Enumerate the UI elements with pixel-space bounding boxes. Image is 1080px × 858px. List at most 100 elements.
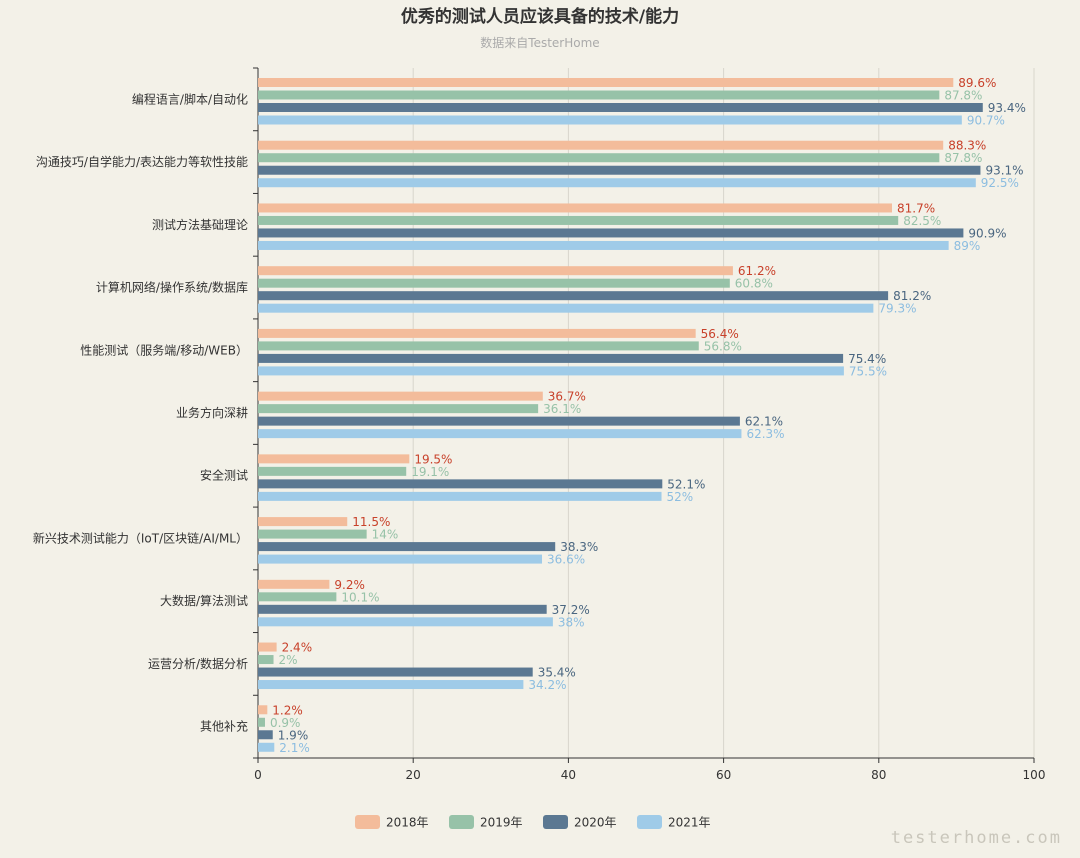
data-label: 14% [372, 528, 399, 542]
bar [258, 404, 539, 414]
x-tick-label: 60 [716, 768, 731, 782]
bar [258, 153, 940, 163]
data-label: 88.3% [948, 139, 986, 153]
bar [258, 203, 892, 213]
bar [258, 717, 265, 727]
bar [258, 303, 874, 313]
bar [258, 215, 899, 225]
bar [258, 140, 944, 150]
bar [258, 90, 940, 100]
bar [258, 529, 367, 539]
data-label: 11.5% [352, 515, 390, 529]
category-label: 其他补充 [200, 719, 248, 734]
bar [258, 266, 733, 276]
category-label: 安全测试 [200, 468, 248, 483]
bar [258, 454, 410, 464]
data-label: 56.4% [701, 327, 739, 341]
data-label: 2.1% [279, 741, 310, 755]
bar [258, 466, 407, 476]
bar [258, 554, 543, 564]
data-label: 52.1% [667, 477, 705, 491]
bar [258, 730, 273, 740]
data-label: 93.4% [988, 101, 1026, 115]
data-label: 81.2% [893, 289, 931, 303]
data-label: 36.1% [543, 402, 581, 416]
data-label: 89% [954, 239, 981, 253]
data-label: 19.1% [411, 465, 449, 479]
bar [258, 655, 274, 665]
bar [258, 240, 949, 250]
data-label: 1.9% [278, 728, 309, 742]
legend-swatch [355, 815, 380, 829]
bar [258, 617, 553, 627]
data-label: 52% [667, 490, 694, 504]
chart-subtitle: 数据来自TesterHome [480, 35, 599, 50]
category-label: 新兴技术测试能力（IoT/区块链/AI/ML） [33, 530, 248, 545]
category-label: 性能测试（服务端/移动/WEB） [80, 342, 248, 357]
data-label: 10.1% [341, 590, 379, 604]
watermark: testerhome.com [890, 828, 1062, 848]
bar [258, 103, 983, 112]
data-label: 34.2% [528, 678, 566, 692]
legend-swatch [449, 815, 474, 829]
x-tick-label: 40 [561, 768, 576, 782]
bar [258, 115, 962, 125]
bar [258, 592, 337, 602]
data-label: 2% [279, 653, 298, 667]
data-label: 79.3% [878, 302, 916, 316]
category-label: 运营分析/数据分析 [148, 656, 248, 671]
bar [258, 178, 976, 188]
x-tick-label: 80 [871, 768, 886, 782]
chart-title: 优秀的测试人员应该具备的技术/能力 [401, 6, 679, 27]
data-label: 81.7% [897, 201, 935, 215]
data-label: 38.3% [560, 540, 598, 554]
bar [258, 78, 954, 87]
bar [258, 416, 740, 426]
data-label: 0.9% [270, 716, 301, 730]
x-tick-label: 20 [406, 768, 421, 782]
data-label: 87.8% [944, 89, 982, 103]
data-label: 90.7% [967, 114, 1005, 128]
bar [258, 479, 663, 489]
bar [258, 278, 730, 288]
data-label: 37.2% [552, 603, 590, 617]
data-label: 60.8% [735, 277, 773, 291]
bar [258, 642, 277, 652]
bar [258, 542, 556, 552]
bar [258, 680, 524, 690]
legend-label: 2019年 [480, 816, 523, 830]
bar [258, 341, 699, 351]
bar [258, 328, 696, 338]
legend-swatch [543, 815, 568, 829]
bar [258, 391, 543, 401]
category-label: 沟通技巧/自学能力/表达能力等软性技能 [36, 154, 248, 169]
data-label: 61.2% [738, 264, 776, 278]
bar [258, 579, 330, 589]
data-label: 9.2% [334, 578, 365, 592]
data-label: 93.1% [985, 164, 1023, 178]
legend-label: 2018年 [386, 816, 429, 830]
bar [258, 228, 964, 238]
bar [258, 517, 348, 527]
legend-label: 2021年 [668, 816, 711, 830]
category-label: 计算机网络/操作系统/数据库 [96, 280, 248, 295]
data-label: 90.9% [968, 226, 1006, 240]
x-tick-label: 100 [1023, 768, 1046, 782]
bar [258, 291, 889, 301]
bar [258, 742, 275, 752]
data-label: 1.2% [272, 703, 303, 717]
bar [258, 667, 533, 677]
category-label: 测试方法基础理论 [152, 217, 248, 232]
data-label: 2.4% [282, 641, 313, 655]
data-label: 89.6% [958, 76, 996, 90]
data-label: 38% [558, 615, 585, 629]
bar [258, 366, 844, 376]
data-label: 92.5% [981, 176, 1019, 190]
bar [258, 604, 547, 614]
legend-label: 2020年 [574, 816, 617, 830]
data-label: 56.8% [704, 339, 742, 353]
data-label: 19.5% [414, 452, 452, 466]
category-label: 编程语言/脚本/自动化 [132, 91, 248, 106]
x-tick-label: 0 [254, 768, 262, 782]
